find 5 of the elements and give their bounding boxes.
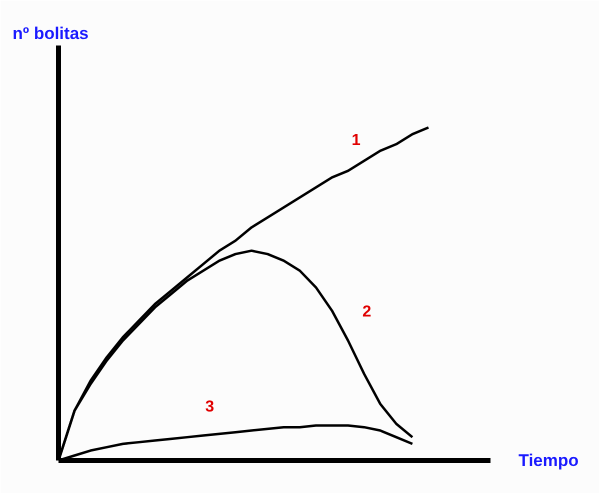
x-axis-title: Tiempo: [518, 451, 579, 470]
series-label: 2: [362, 304, 372, 321]
series-label: 3: [205, 398, 214, 416]
y-axis-title: nº bolitas: [12, 24, 89, 43]
series-label: 1: [352, 132, 361, 149]
